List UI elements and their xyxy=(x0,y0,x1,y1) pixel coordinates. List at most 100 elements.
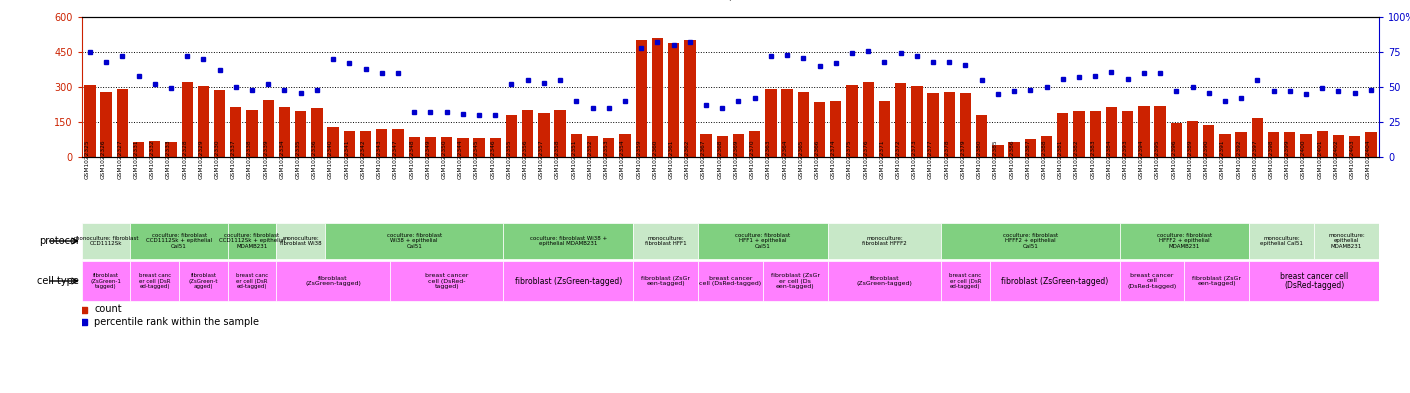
Text: GSM1022349: GSM1022349 xyxy=(426,139,430,179)
Bar xyxy=(960,93,971,157)
Bar xyxy=(911,86,922,157)
Text: GSM1022381: GSM1022381 xyxy=(1058,139,1063,179)
Text: GSM1022325: GSM1022325 xyxy=(85,139,90,179)
Text: GSM1022376: GSM1022376 xyxy=(863,139,869,179)
Text: GSM1022327: GSM1022327 xyxy=(117,139,123,179)
Text: monoculture: fibroblast
CCD1112Sk: monoculture: fibroblast CCD1112Sk xyxy=(73,236,138,246)
Text: GSM1022380: GSM1022380 xyxy=(977,139,981,179)
Bar xyxy=(1314,223,1379,259)
Text: count: count xyxy=(94,305,121,314)
Text: GSM1022390: GSM1022390 xyxy=(1204,139,1208,179)
Bar xyxy=(1120,261,1184,301)
Text: GSM1022388: GSM1022388 xyxy=(1042,139,1046,179)
Bar xyxy=(117,89,128,157)
Bar xyxy=(684,40,695,157)
Text: coculture: fibroblast
CCD1112Sk + epithelial
MDAMB231: coculture: fibroblast CCD1112Sk + epithe… xyxy=(219,233,285,249)
Text: GSM1022363: GSM1022363 xyxy=(766,139,771,179)
Bar xyxy=(131,261,179,301)
Bar xyxy=(312,108,323,157)
Bar xyxy=(619,134,630,157)
Text: GSM1022372: GSM1022372 xyxy=(895,139,901,179)
Bar xyxy=(344,131,355,157)
Text: GSM1022350: GSM1022350 xyxy=(441,139,447,179)
Bar xyxy=(733,134,744,157)
Bar xyxy=(276,223,324,259)
Text: fibroblast (ZsGr
een-tagged): fibroblast (ZsGr een-tagged) xyxy=(642,276,689,286)
Text: GSM1022392: GSM1022392 xyxy=(1237,139,1241,179)
Text: GSM1022345: GSM1022345 xyxy=(474,139,479,179)
Text: fibroblast (ZsGreen-tagged): fibroblast (ZsGreen-tagged) xyxy=(1001,277,1108,285)
Bar xyxy=(633,261,698,301)
Bar xyxy=(1170,123,1182,157)
Text: GSM1022331: GSM1022331 xyxy=(134,139,138,179)
Text: protocol: protocol xyxy=(39,236,79,246)
Bar xyxy=(942,223,1120,259)
Bar xyxy=(228,223,276,259)
Bar xyxy=(1317,131,1328,157)
Bar xyxy=(1058,113,1069,157)
Text: GSM1022398: GSM1022398 xyxy=(1269,139,1273,179)
Bar xyxy=(457,138,468,157)
Text: GSM1022334: GSM1022334 xyxy=(279,139,285,179)
Text: fibroblast
(ZsGreen-1
tagged): fibroblast (ZsGreen-1 tagged) xyxy=(90,273,121,289)
Bar xyxy=(1285,132,1296,157)
Bar xyxy=(503,261,633,301)
Text: GSM1022337: GSM1022337 xyxy=(231,139,235,179)
Text: GSM1022328: GSM1022328 xyxy=(182,139,188,179)
Text: GSM1022330: GSM1022330 xyxy=(214,139,220,179)
Text: GSM1022364: GSM1022364 xyxy=(783,139,787,179)
Text: GSM1022391: GSM1022391 xyxy=(1220,139,1225,179)
Bar xyxy=(603,138,615,157)
Text: GSM1022326: GSM1022326 xyxy=(102,139,106,179)
Text: GDS4762 / 7934885: GDS4762 / 7934885 xyxy=(660,0,801,1)
Text: breast canc
er cell (DsR
ed-tagged): breast canc er cell (DsR ed-tagged) xyxy=(138,273,171,289)
Bar xyxy=(197,86,209,157)
Text: GSM1022361: GSM1022361 xyxy=(668,139,674,179)
Text: GSM1022348: GSM1022348 xyxy=(409,139,415,179)
Bar xyxy=(165,142,176,157)
Text: GSM1022340: GSM1022340 xyxy=(329,139,333,179)
Text: GSM1022346: GSM1022346 xyxy=(491,139,495,179)
Bar xyxy=(554,110,565,157)
Bar xyxy=(441,137,453,157)
Bar xyxy=(1187,121,1198,157)
Bar xyxy=(587,136,598,157)
Text: breast canc
er cell (DsR
ed-tagged): breast canc er cell (DsR ed-tagged) xyxy=(235,273,268,289)
Text: GSM1022400: GSM1022400 xyxy=(1301,139,1306,179)
Text: GSM1022404: GSM1022404 xyxy=(1366,139,1371,179)
Text: breast canc
er cell (DsR
ed-tagged): breast canc er cell (DsR ed-tagged) xyxy=(949,273,981,289)
Bar xyxy=(993,145,1004,157)
Text: fibroblast
(ZsGreen-t
agged): fibroblast (ZsGreen-t agged) xyxy=(189,273,219,289)
Text: coculture: fibroblast Wi38 +
epithelial MDAMB231: coculture: fibroblast Wi38 + epithelial … xyxy=(530,236,606,246)
Text: GSM1022355: GSM1022355 xyxy=(506,139,512,179)
Text: monoculture:
epithelial
MDAMB231: monoculture: epithelial MDAMB231 xyxy=(1328,233,1365,249)
Text: percentile rank within the sample: percentile rank within the sample xyxy=(94,317,259,327)
Bar xyxy=(943,92,955,157)
Bar xyxy=(131,223,228,259)
Bar xyxy=(716,136,728,157)
Bar xyxy=(1349,136,1361,157)
Bar xyxy=(1332,135,1344,157)
Bar xyxy=(539,113,550,157)
Bar xyxy=(633,223,698,259)
Text: coculture: fibroblast
CCD1112Sk + epithelial
Cal51: coculture: fibroblast CCD1112Sk + epithe… xyxy=(147,233,212,249)
Bar xyxy=(324,223,503,259)
Bar xyxy=(214,90,226,157)
Text: GSM1022386: GSM1022386 xyxy=(1010,139,1014,179)
Bar xyxy=(1025,140,1036,157)
Bar xyxy=(1120,223,1249,259)
Bar xyxy=(376,129,388,157)
Text: coculture: fibroblast
Wi38 + epithelial
Cal51: coculture: fibroblast Wi38 + epithelial … xyxy=(386,233,441,249)
Bar xyxy=(636,40,647,157)
Text: fibroblast
(ZsGreen-tagged): fibroblast (ZsGreen-tagged) xyxy=(305,276,361,286)
Text: GSM1022347: GSM1022347 xyxy=(393,139,398,179)
Bar xyxy=(1220,134,1231,157)
Bar xyxy=(82,261,131,301)
Bar xyxy=(698,223,828,259)
Bar xyxy=(474,138,485,157)
Bar xyxy=(262,100,274,157)
Bar xyxy=(1090,112,1101,157)
Bar xyxy=(1203,125,1214,157)
Text: GSM1022378: GSM1022378 xyxy=(945,139,949,179)
Text: GSM1022359: GSM1022359 xyxy=(636,139,642,179)
